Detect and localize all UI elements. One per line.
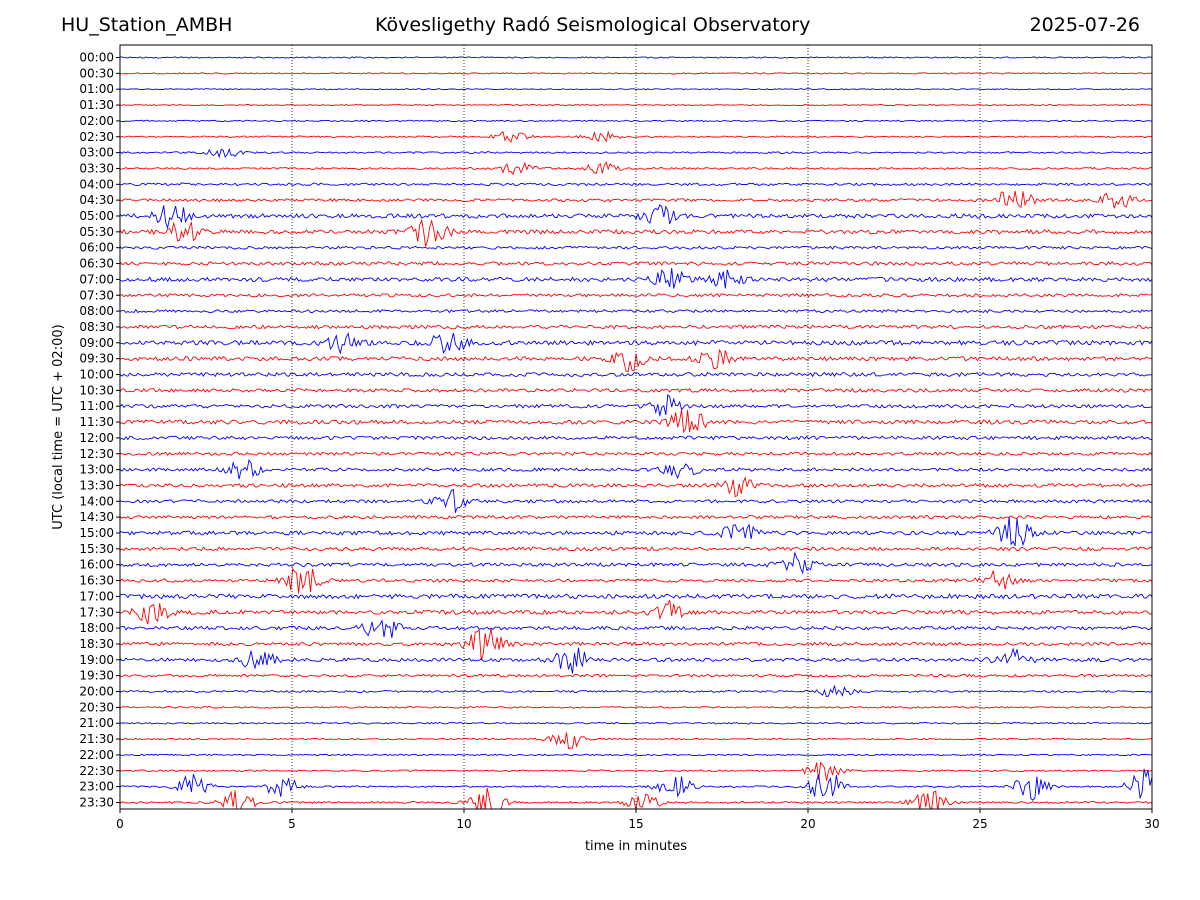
y-tick-label: 23:00 — [79, 780, 114, 794]
y-tick-label: 21:00 — [79, 716, 114, 730]
trace-1500 — [120, 516, 1152, 547]
trace-0100 — [120, 88, 1152, 91]
y-tick-label: 08:00 — [79, 304, 114, 318]
y-tick-label: 07:00 — [79, 272, 114, 286]
y-tick-label: 19:30 — [79, 669, 114, 683]
y-tick-label: 20:30 — [79, 700, 114, 714]
y-tick-label: 15:00 — [79, 526, 114, 540]
x-tick-label: 5 — [288, 817, 296, 831]
y-tick-label: 13:30 — [79, 478, 114, 492]
trace-1100 — [120, 393, 1152, 416]
y-tick-label: 22:00 — [79, 748, 114, 762]
grid-group — [291, 45, 981, 809]
trace-1330 — [120, 476, 1152, 498]
trace-1630 — [120, 567, 1152, 594]
trace-0830 — [120, 324, 1152, 330]
y-tick-label: 14:30 — [79, 510, 114, 524]
trace-1130 — [120, 409, 1152, 434]
y-tick-label: 02:30 — [79, 130, 114, 144]
trace-0030 — [120, 72, 1152, 75]
y-tick-label: 05:30 — [79, 225, 114, 239]
x-axis-label: time in minutes — [585, 839, 687, 854]
y-tick-label: 16:30 — [79, 574, 114, 588]
x-tick-label: 25 — [972, 817, 987, 831]
station-title: HU_Station_AMBH — [61, 14, 233, 36]
y-tick-label: 00:30 — [79, 66, 114, 80]
y-tick-label: 07:30 — [79, 288, 114, 302]
y-tick-label: 00:00 — [79, 51, 114, 65]
y-tick-label: 04:00 — [79, 177, 114, 191]
y-tick-label: 14:00 — [79, 494, 114, 508]
trace-1530 — [120, 546, 1152, 552]
y-tick-label: 17:30 — [79, 605, 114, 619]
y-tick-label: 09:00 — [79, 336, 114, 350]
trace-1830 — [120, 628, 1152, 661]
observatory-title: Kövesligethy Radó Seismological Observat… — [375, 14, 811, 36]
y-tick-label: 11:30 — [79, 415, 114, 429]
y-tick-label: 02:00 — [79, 114, 114, 128]
trace-0730 — [120, 292, 1152, 298]
y-tick-label: 03:30 — [79, 161, 114, 175]
y-tick-label: 12:00 — [79, 431, 114, 445]
x-tick-label: 10 — [456, 817, 471, 831]
y-tick-label: 23:30 — [79, 795, 114, 809]
trace-0430 — [120, 190, 1152, 209]
y-tick-label: 11:00 — [79, 399, 114, 413]
y-tick-label: 17:00 — [79, 589, 114, 603]
y-tick-label: 03:00 — [79, 146, 114, 160]
y-tick-label: 20:00 — [79, 685, 114, 699]
date-title: 2025-07-26 — [1029, 14, 1140, 36]
y-tick-label: 19:00 — [79, 653, 114, 667]
y-tick-label: 08:30 — [79, 320, 114, 334]
x-tick-label: 30 — [1144, 817, 1159, 831]
x-tick-label: 15 — [628, 817, 643, 831]
trace-2130 — [120, 732, 1152, 750]
y-axis-label: UTC (local time = UTC + 02:00) — [51, 324, 66, 529]
y-tick-label: 13:00 — [79, 463, 114, 477]
trace-1200 — [120, 435, 1152, 441]
trace-2200 — [120, 753, 1152, 757]
x-tick-label: 0 — [116, 817, 124, 831]
y-tick-label: 22:30 — [79, 764, 114, 778]
y-tick-label: 04:30 — [79, 193, 114, 207]
y-tick-label: 21:30 — [79, 732, 114, 746]
y-tick-label: 05:00 — [79, 209, 114, 223]
trace-1800 — [120, 619, 1152, 639]
trace-2030 — [120, 706, 1152, 709]
y-tick-label: 18:00 — [79, 621, 114, 635]
y-tick-label: 01:00 — [79, 82, 114, 96]
y-tick-label: 18:30 — [79, 637, 114, 651]
y-tick-label: 06:00 — [79, 241, 114, 255]
y-tick-label: 06:30 — [79, 257, 114, 271]
x-tick-label: 20 — [800, 817, 815, 831]
x-ticks-group: 0 5 10 15 20 25 30 — [116, 809, 1160, 831]
trace-0230 — [120, 130, 1152, 143]
trace-0800 — [120, 308, 1152, 314]
y-tick-label: 16:00 — [79, 558, 114, 572]
y-tick-label: 01:30 — [79, 98, 114, 112]
trace-0300 — [120, 147, 1152, 159]
y-tick-label: 10:30 — [79, 383, 114, 397]
y-tick-label: 15:30 — [79, 542, 114, 556]
trace-1600 — [120, 552, 1152, 575]
trace-0400 — [120, 182, 1152, 187]
trace-0530 — [120, 218, 1152, 247]
y-tick-label: 09:30 — [79, 352, 114, 366]
y-tick-label: 12:30 — [79, 447, 114, 461]
y-tick-label: 10:00 — [79, 368, 114, 382]
